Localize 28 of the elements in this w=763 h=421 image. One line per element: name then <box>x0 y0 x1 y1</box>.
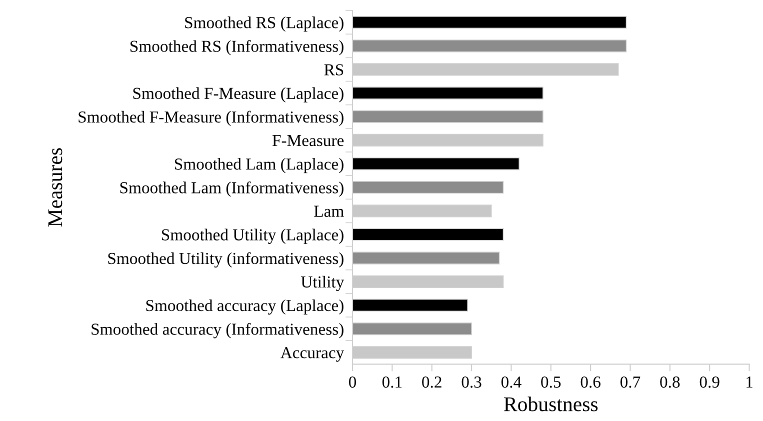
x-axis-title: Robustness <box>504 396 598 412</box>
x-tick-label: 0.5 <box>541 376 561 388</box>
y-tick-label: Smoothed accuracy (Informativeness) <box>92 322 344 338</box>
x-tick-label: 0.7 <box>620 376 640 388</box>
x-tick-label: 0.8 <box>660 376 680 388</box>
x-tick-label: 0 <box>348 376 356 388</box>
y-tick-label: F-Measure <box>272 135 344 146</box>
y-tick-label: Smoothed F-Measure (Informativeness) <box>78 110 344 126</box>
x-tick-label: 0.6 <box>580 376 600 388</box>
y-tick-label: Smoothed RS (Informativeness) <box>130 40 344 56</box>
x-tick-label: 1 <box>746 376 752 388</box>
y-tick-label: Smoothed accuracy (Laplace) <box>146 299 344 315</box>
y-tick-label: RS <box>324 64 344 76</box>
y-tick-label: Smoothed F-Measure (Laplace) <box>133 87 344 102</box>
x-tick-label: 0.4 <box>501 376 522 388</box>
y-tick-label: Smoothed Utility (Laplace) <box>162 228 344 244</box>
x-tick-label: 0.2 <box>422 376 442 388</box>
x-tick-label: 0.3 <box>462 376 482 388</box>
y-tick-label: Smoothed RS (Laplace) <box>185 16 344 32</box>
y-tick-label: Smoothed Lam (Laplace) <box>174 158 344 174</box>
x-tick-label: 0.9 <box>700 376 720 388</box>
x-tick-label: 0.1 <box>382 376 402 388</box>
y-tick-label: Utility <box>301 276 344 292</box>
y-tick-label: Smoothed Utility (informativeness) <box>108 252 344 268</box>
y-axis-title: Measures <box>48 148 62 227</box>
y-tick-label: Accuracy <box>280 347 344 362</box>
y-tick-label: Lam <box>314 206 344 217</box>
y-tick-label: Smoothed Lam (Informativeness) <box>120 181 344 197</box>
